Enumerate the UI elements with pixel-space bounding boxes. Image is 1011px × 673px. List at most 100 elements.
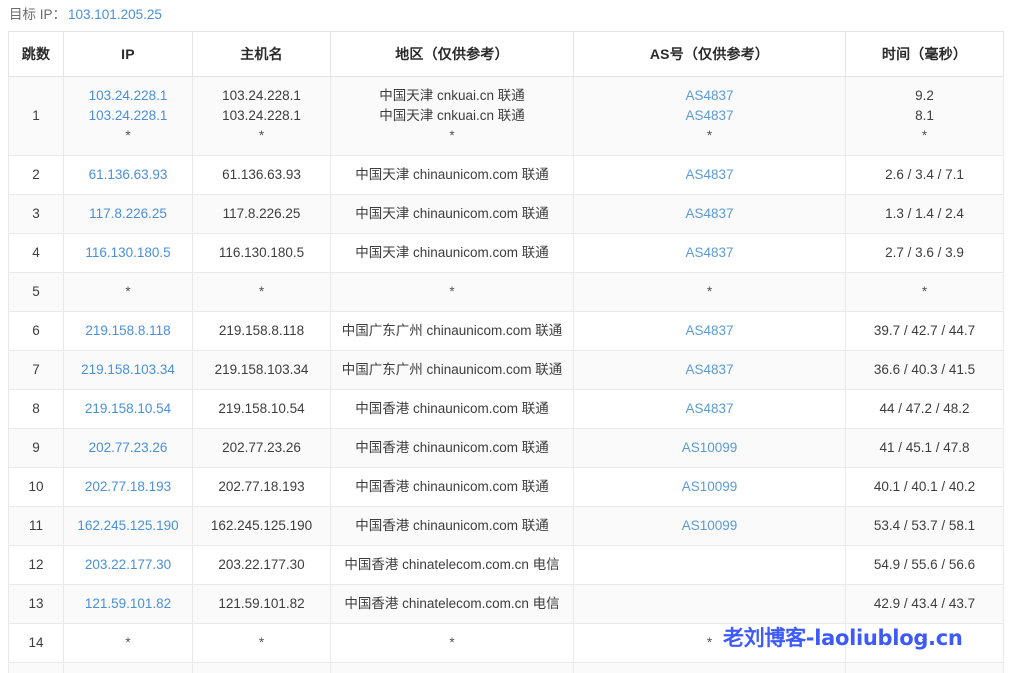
time-line: 41 / 45.1 / 47.8 <box>879 440 970 455</box>
cell-as[interactable] <box>573 584 846 624</box>
as-line[interactable]: AS4837 <box>685 323 734 338</box>
as-line[interactable]: AS10099 <box>681 479 738 494</box>
cell-ip[interactable]: 219.158.8.118 <box>63 311 193 351</box>
time-line: 39.7 / 42.7 / 44.7 <box>873 323 976 338</box>
host-line: * <box>258 128 265 143</box>
as-line: * <box>706 635 713 650</box>
cell-as[interactable]: AS4837 <box>573 194 846 234</box>
ip-line[interactable]: 202.77.23.26 <box>88 440 168 455</box>
ip-line[interactable]: 219.158.103.34 <box>81 362 175 377</box>
geo-line: * <box>449 284 455 299</box>
cell-ip[interactable]: 116.130.180.5 <box>63 233 193 273</box>
host-line: 117.8.226.25 <box>222 206 301 221</box>
cell-time: 9.2 8.1 * <box>845 76 1004 156</box>
ip-line[interactable]: 116.130.180.5 <box>85 245 171 260</box>
cell-hop: 11 <box>8 506 64 546</box>
as-line[interactable]: AS4837 <box>685 245 734 260</box>
as-line[interactable]: AS10099 <box>681 440 738 455</box>
column-header-host: 主机名 <box>192 31 331 77</box>
cell-as[interactable]: * <box>573 623 846 663</box>
cell-ip[interactable]: * <box>63 623 193 663</box>
ip-line[interactable]: 219.158.8.118 <box>85 323 171 338</box>
geo-line: 中国广东广州 chinaunicom.com 联通 <box>341 323 563 338</box>
ip-line[interactable]: 117.8.226.25 <box>89 206 167 221</box>
cell-as[interactable]: AS4837 <box>573 350 846 390</box>
cell-geo: 中国天津 cnkuai.cn 联通 中国天津 cnkuai.cn 联通 * <box>330 76 574 156</box>
cell-ip[interactable]: 219.158.10.54 <box>63 389 193 429</box>
ip-line[interactable]: 121.59.101.82 <box>84 596 172 611</box>
ip-line[interactable]: 162.245.125.190 <box>77 518 179 533</box>
host-line: 219.158.8.118 <box>218 323 305 338</box>
ip-line[interactable]: 103.24.228.1 <box>88 88 168 103</box>
table-row: 15103.101.205.25103.101.205.25中国香港 tengs… <box>8 662 1004 673</box>
ip-line[interactable]: 203.22.177.30 <box>84 557 172 572</box>
geo-line: 中国天津 chinaunicom.com 联通 <box>355 245 549 260</box>
time-line: 42.9 / 43.4 / 43.7 <box>873 596 976 611</box>
cell-as[interactable]: AS10099 <box>573 467 846 507</box>
time-line: 36.6 / 40.3 / 41.5 <box>873 362 976 377</box>
host-line: 202.77.23.26 <box>222 440 301 455</box>
geo-line: 中国天津 chinaunicom.com 联通 <box>355 167 549 182</box>
cell-ip[interactable]: 117.8.226.25 <box>63 194 193 234</box>
traceroute-table: 跳数 IP 主机名 地区（仅供参考） AS号（仅供参考） 时间（毫秒） 1 103… <box>8 31 1004 673</box>
cell-as[interactable]: AS10099 <box>573 428 846 468</box>
geo-line: 中国香港 chinatelecom.com.cn 电信 <box>344 557 560 572</box>
cell-host: 203.22.177.30 <box>192 545 331 585</box>
time-line: 54.9 / 55.6 / 56.6 <box>873 557 976 572</box>
as-line[interactable]: AS4837 <box>685 167 734 182</box>
cell-ip[interactable]: 202.77.23.26 <box>63 428 193 468</box>
table-row: 3 117.8.226.25 117.8.226.25 中国天津 chinaunico… <box>8 194 1004 234</box>
cell-ip[interactable]: 202.77.18.193 <box>63 467 193 507</box>
geo-line: 中国香港 chinaunicom.com 联通 <box>355 401 549 416</box>
ip-line: * <box>125 284 131 299</box>
table-row: 8 219.158.10.54 219.158.10.54 中国香港 chinauni… <box>8 389 1004 429</box>
host-line: 162.245.125.190 <box>210 518 313 533</box>
cell-ip[interactable]: 219.158.103.34 <box>63 350 193 390</box>
cell-geo: 中国香港 chinatelecom.com.cn 电信 <box>330 584 574 624</box>
as-line[interactable]: AS4837 <box>685 88 734 103</box>
ip-line[interactable]: 219.158.10.54 <box>84 401 172 416</box>
as-line[interactable]: AS4837 <box>685 108 734 123</box>
host-line: 103.24.228.1 <box>222 108 301 123</box>
column-header-ip: IP <box>63 31 193 77</box>
as-line[interactable]: AS10099 <box>681 518 738 533</box>
ip-line[interactable]: 61.136.63.93 <box>88 167 168 182</box>
cell-geo: 中国香港 tengshengtech.net <box>330 662 574 673</box>
as-line[interactable]: AS4837 <box>685 401 734 416</box>
cell-as[interactable]: AS4837 <box>573 311 846 351</box>
cell-as[interactable]: AS10099 <box>573 506 846 546</box>
cell-host: 219.158.8.118 <box>192 311 331 351</box>
cell-hop: 10 <box>8 467 64 507</box>
geo-line: * <box>449 128 455 143</box>
cell-geo: 中国香港 chinaunicom.com 联通 <box>330 389 574 429</box>
host-line: 202.77.18.193 <box>218 479 305 494</box>
cell-geo: 中国香港 chinaunicom.com 联通 <box>330 467 574 507</box>
cell-as[interactable] <box>573 545 846 585</box>
cell-ip[interactable]: * <box>63 272 193 312</box>
as-line[interactable]: AS4837 <box>685 206 734 221</box>
cell-ip[interactable]: 162.245.125.190 <box>63 506 193 546</box>
cell-as[interactable]: AS4837 <box>573 233 846 273</box>
table-header: 跳数 IP 主机名 地区（仅供参考） AS号（仅供参考） 时间（毫秒） <box>8 31 1004 77</box>
column-header-geo: 地区（仅供参考） <box>330 31 574 77</box>
as-line[interactable]: AS4837 <box>685 362 734 377</box>
cell-host: 202.77.23.26 <box>192 428 331 468</box>
cell-as[interactable]: AS4837 <box>573 155 846 195</box>
cell-as[interactable]: AS4837 AS4837 * <box>573 76 846 156</box>
ip-line[interactable]: 103.24.228.1 <box>88 108 168 123</box>
cell-time: 36.6 / 40.3 / 41.5 <box>845 350 1004 390</box>
cell-as[interactable]: AS4837 <box>573 389 846 429</box>
cell-ip[interactable]: 121.59.101.82 <box>63 584 193 624</box>
cell-hop: 14 <box>8 623 64 663</box>
cell-hop: 6 <box>8 311 64 351</box>
ip-line[interactable]: 202.77.18.193 <box>84 479 172 494</box>
cell-as[interactable]: AS137443 <box>573 662 846 673</box>
cell-ip[interactable]: 203.22.177.30 <box>63 545 193 585</box>
traceroute-table-wrapper: 跳数 IP 主机名 地区（仅供参考） AS号（仅供参考） 时间（毫秒） 1 103… <box>8 31 1004 673</box>
cell-hop: 5 <box>8 272 64 312</box>
cell-ip[interactable]: 103.24.228.1 103.24.228.1 * <box>63 76 193 156</box>
cell-ip[interactable]: 103.101.205.25 <box>63 662 193 673</box>
cell-as[interactable]: * <box>573 272 846 312</box>
cell-time: 53.4 / 53.7 / 58.1 <box>845 506 1004 546</box>
cell-ip[interactable]: 61.136.63.93 <box>63 155 193 195</box>
